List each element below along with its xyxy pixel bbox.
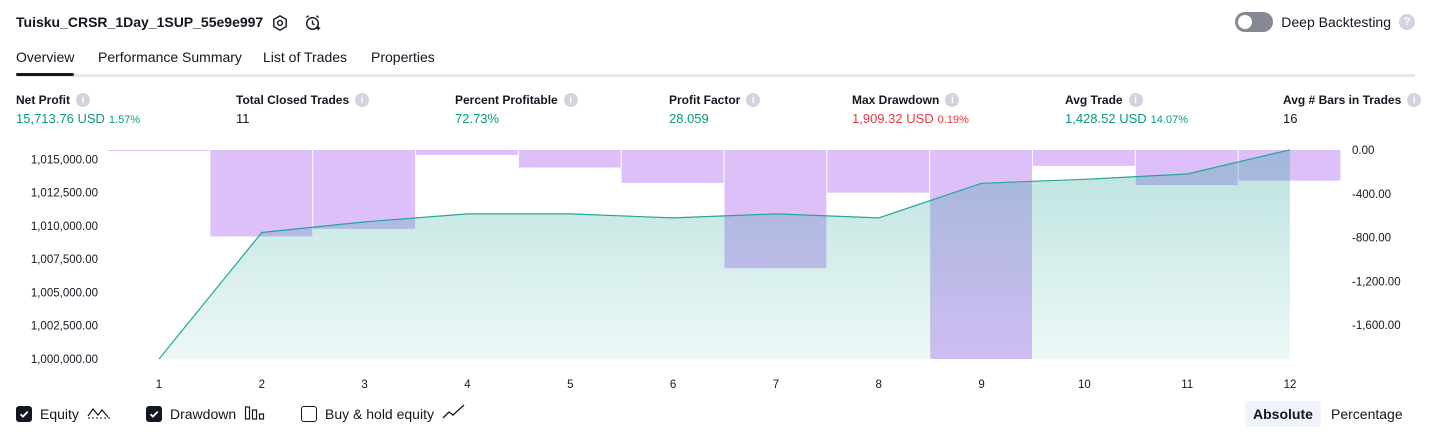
x-axis-tick-label: 6	[670, 379, 676, 391]
metric-avg-bars: Avg # Bars in Trades i 16	[1283, 93, 1422, 126]
x-axis-tick-label: 12	[1284, 379, 1297, 391]
info-icon[interactable]: i	[563, 93, 578, 107]
info-icon[interactable]: i	[76, 93, 90, 107]
drawdown-bar	[210, 150, 313, 237]
metric-value: 1,909.32 USD	[852, 111, 934, 126]
metric-label: Net Profit	[16, 93, 70, 107]
help-icon[interactable]: ?	[1399, 14, 1415, 30]
x-axis-tick-label: 9	[978, 379, 984, 391]
left-axis-tick-label: 1,000,000.00	[31, 354, 98, 366]
legend-buy-hold[interactable]: Buy & hold equity	[301, 404, 466, 423]
metric-value: 15,713.76 USD	[16, 111, 105, 126]
metric-value: 1,428.52 USD	[1065, 111, 1147, 126]
left-axis-tick-label: 1,015,000.00	[31, 154, 98, 166]
metric-label: Avg # Bars in Trades	[1283, 93, 1402, 107]
info-icon[interactable]: i	[746, 93, 761, 107]
metric-label: Avg Trade	[1065, 93, 1123, 107]
right-axis-tick-label: -800.00	[1352, 233, 1391, 245]
equity-line	[158, 149, 1291, 360]
metric-percent-profitable: Percent Profitable i 72.73%	[455, 93, 578, 126]
settings-icon[interactable]	[270, 13, 290, 33]
metric-value: 28.059	[669, 111, 709, 126]
add-alert-icon[interactable]	[303, 13, 323, 33]
metric-net-profit: Net Profit i 15,713.76 USD 1.57%	[16, 93, 140, 126]
equity-area	[159, 149, 1290, 359]
metric-label: Max Drawdown	[852, 93, 940, 107]
x-axis-tick-label: 11	[1181, 379, 1193, 391]
x-axis-tick-label: 5	[567, 379, 573, 391]
tab-list-of-trades[interactable]: List of Trades	[263, 49, 348, 65]
metric-label: Profit Factor	[669, 93, 741, 107]
info-icon[interactable]: i	[355, 93, 370, 107]
mode-absolute-button[interactable]: Absolute	[1245, 401, 1321, 427]
legend-label: Equity	[40, 405, 79, 422]
drawdown-bar	[108, 150, 210, 151]
right-axis-tick-label: -1,600.00	[1352, 320, 1401, 332]
line-chart-icon	[442, 404, 466, 423]
right-axis-tick-label: 0.00	[1352, 145, 1374, 157]
left-y-axis: 1,015,000.00 1,012,500.00 1,010,000.00 1,00…	[31, 154, 98, 366]
info-icon[interactable]: i	[1128, 93, 1143, 107]
mode-percentage-button[interactable]: Percentage	[1331, 406, 1403, 422]
metric-percent: 14.07%	[1150, 114, 1188, 126]
right-axis-tick-label: -400.00	[1352, 189, 1391, 201]
drawdown-bar	[827, 150, 930, 193]
equity-style-icon	[87, 404, 111, 423]
checkbox-checked-icon[interactable]	[16, 405, 32, 422]
metric-label: Total Closed Trades	[236, 93, 350, 107]
metric-percent: 1.57%	[108, 114, 141, 126]
metric-percent: 0.19%	[937, 114, 969, 126]
tab-properties[interactable]: Properties	[371, 49, 435, 65]
right-y-axis: 0.00 -400.00 -800.00 -1,200.00 -1,600.00	[1352, 145, 1401, 332]
metric-total-closed-trades: Total Closed Trades i 11	[236, 93, 370, 126]
x-axis-tick-label: 2	[259, 379, 265, 391]
strategy-title: Tuisku_CRSR_1Day_1SUP_55e9e997	[16, 14, 264, 30]
drawdown-bar	[518, 150, 621, 168]
metric-value: 16	[1283, 111, 1298, 126]
checkbox-checked-icon[interactable]	[146, 405, 162, 422]
info-icon[interactable]: i	[1407, 93, 1422, 107]
legend-drawdown[interactable]: Drawdown	[146, 404, 266, 423]
metric-max-drawdown: Max Drawdown i 1,909.32 USD 0.19%	[852, 93, 969, 126]
right-axis-tick-label: -1,200.00	[1352, 276, 1401, 288]
metric-avg-trade: Avg Trade i 1,428.52 USD 14.07%	[1065, 93, 1188, 126]
checkbox-unchecked-icon[interactable]	[301, 405, 317, 422]
left-axis-tick-label: 1,010,000.00	[31, 221, 98, 233]
x-axis-tick-label: 4	[464, 379, 471, 391]
deep-backtesting-label: Deep Backtesting	[1281, 14, 1391, 30]
deep-backtesting-control: Deep Backtesting ?	[1235, 12, 1415, 32]
metric-label: Percent Profitable	[455, 93, 558, 107]
equity-drawdown-chart: 1,015,000.00 1,012,500.00 1,010,000.00 1,00…	[31, 145, 1401, 391]
drawdown-bar	[1032, 150, 1135, 166]
left-axis-tick-label: 1,005,000.00	[31, 287, 98, 299]
x-axis-tick-label: 8	[876, 379, 882, 391]
x-axis: 1 2 3 4 5 6 7 8 9 10 11 12	[156, 379, 1297, 391]
x-axis-tick-label: 3	[361, 379, 367, 391]
tab-overview[interactable]: Overview	[16, 49, 75, 76]
tab-performance-summary[interactable]: Performance Summary	[98, 49, 242, 65]
drawdown-bar	[313, 150, 416, 229]
x-axis-tick-label: 1	[156, 379, 162, 391]
drawdown-bar	[621, 150, 724, 183]
metric-value: 72.73%	[455, 111, 500, 126]
bar-chart-icon	[244, 404, 266, 423]
left-axis-tick-label: 1,007,500.00	[31, 254, 98, 266]
x-axis-tick-label: 7	[773, 379, 779, 391]
metric-profit-factor: Profit Factor i 28.059	[669, 93, 761, 126]
legend-label: Buy & hold equity	[325, 405, 434, 422]
tab-bar: Overview Performance Summary List of Tra…	[16, 44, 1415, 77]
left-axis-tick-label: 1,002,500.00	[31, 321, 98, 333]
drawdown-bar	[416, 150, 518, 155]
legend-label: Drawdown	[170, 405, 237, 422]
deep-backtesting-toggle[interactable]	[1235, 12, 1274, 32]
info-icon[interactable]: i	[945, 93, 960, 107]
metric-value: 11	[236, 111, 250, 126]
toggle-knob	[1238, 15, 1253, 29]
left-axis-tick-label: 1,012,500.00	[31, 188, 98, 200]
x-axis-tick-label: 10	[1078, 379, 1091, 391]
legend-equity[interactable]: Equity	[16, 404, 111, 423]
